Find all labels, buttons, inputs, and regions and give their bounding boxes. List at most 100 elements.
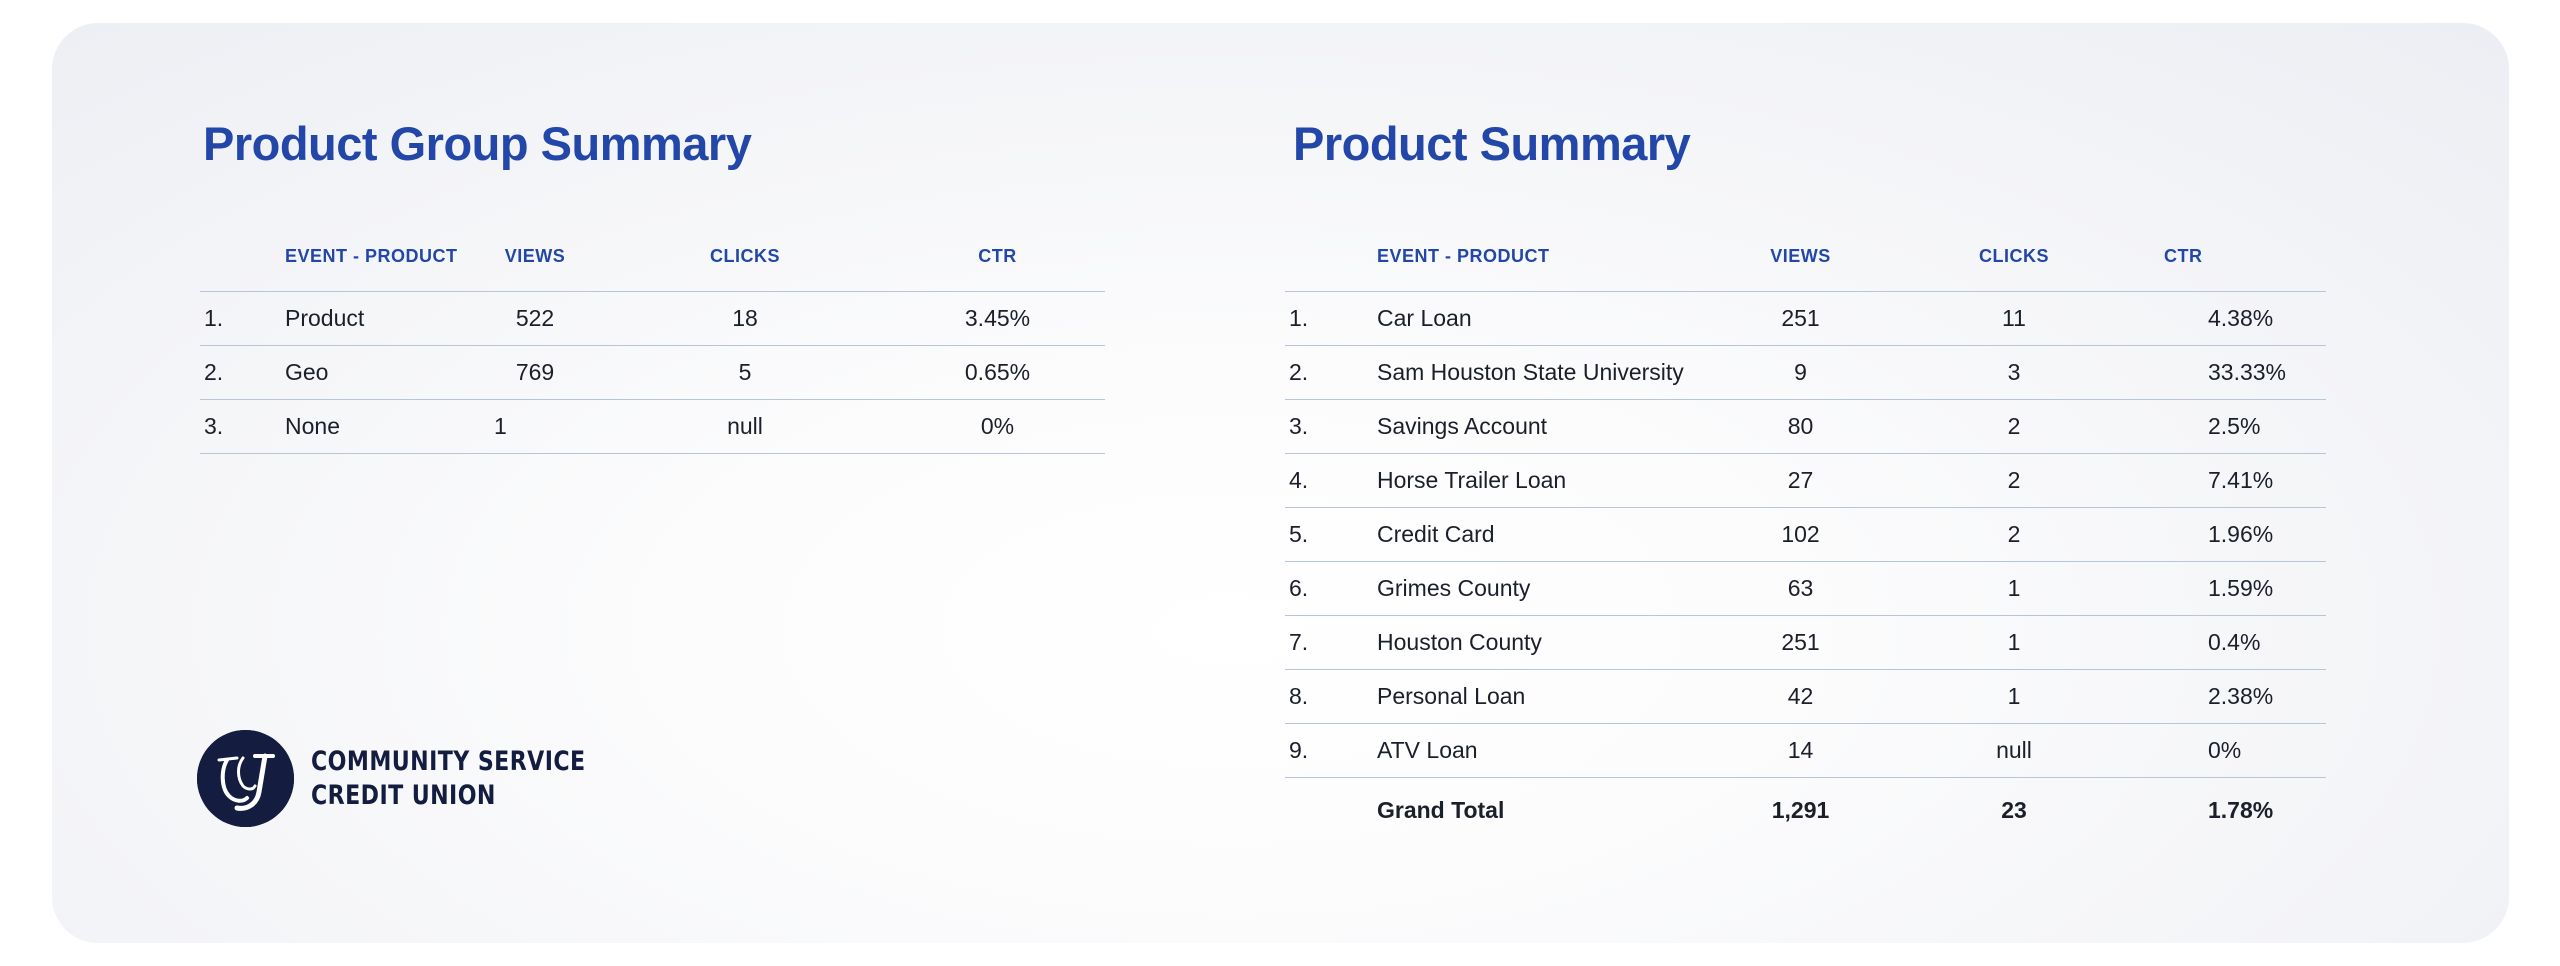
row-ctr: 0% (890, 399, 1105, 454)
row-product-name: Horse Trailer Loan (1377, 453, 1737, 508)
grand-total-index (1285, 778, 1377, 843)
row-index: 3. (200, 399, 285, 454)
grand-total-label: Grand Total (1377, 796, 1505, 823)
table-row: 2. Sam Houston State University 9 3 33.3… (1285, 345, 2326, 400)
row-product-name: Personal Loan (1377, 669, 1737, 724)
row-product-name: Credit Card (1377, 507, 1737, 562)
row-ctr: 0% (2164, 723, 2326, 778)
row-views: 769 (470, 345, 600, 400)
row-views: 9 (1737, 345, 1864, 400)
header-views: VIEWS (470, 221, 600, 292)
row-product-name: None (285, 399, 470, 454)
row-clicks: 1 (1864, 669, 2164, 724)
row-product-name: Sam Houston State University (1377, 345, 1737, 400)
row-clicks: 2 (1864, 453, 2164, 508)
product-group-summary-title: Product Group Summary (203, 117, 752, 170)
row-index: 8. (1285, 669, 1377, 724)
row-views: 14 (1737, 723, 1864, 778)
table-row: 1. Car Loan 251 11 4.38% (1285, 291, 2326, 346)
row-clicks: null (1864, 723, 2164, 778)
logo-line-2: CREDIT UNION (311, 779, 496, 811)
row-clicks: 1 (1864, 615, 2164, 670)
grand-total-views: 1,291 (1771, 796, 1830, 823)
row-clicks: 2 (1864, 399, 2164, 454)
row-product-name: Savings Account (1377, 399, 1737, 454)
product-summary-table: EVENT - PRODUCT VIEWS CLICKS CTR 1. Car … (1285, 221, 2326, 842)
row-ctr: 1.96% (2164, 507, 2326, 562)
table-header-row: EVENT - PRODUCT VIEWS CLICKS CTR (200, 221, 1105, 292)
table-row: 2. Geo 769 5 0.65% (200, 345, 1105, 400)
grand-total-ctr: 1.78% (2208, 796, 2274, 823)
row-ctr: 7.41% (2164, 453, 2326, 508)
logo-line-1: COMMUNITY SERVICE (311, 745, 586, 777)
row-ctr: 3.45% (890, 291, 1105, 346)
header-clicks: CLICKS (1864, 221, 2164, 292)
header-index (200, 221, 285, 292)
table-row: 6. Grimes County 63 1 1.59% (1285, 561, 2326, 616)
logo-wordmark: COMMUNITY SERVICE CREDIT UNION (311, 745, 586, 813)
row-ctr: 0.65% (890, 345, 1105, 400)
row-views: 1 (470, 399, 600, 454)
table-row: 1. Product 522 18 3.45% (200, 291, 1105, 346)
header-event-product: EVENT - PRODUCT (1377, 221, 1737, 292)
row-ctr: 1.59% (2164, 561, 2326, 616)
row-product-name: ATV Loan (1377, 723, 1737, 778)
monogram-graphic (197, 730, 294, 827)
table-header-row: EVENT - PRODUCT VIEWS CLICKS CTR (1285, 221, 2326, 292)
grand-total-row: Grand Total 1,291 23 1.78% (1285, 778, 2326, 843)
row-views: 522 (470, 291, 600, 346)
report-card: Product Group Summary EVENT - PRODUCT VI… (52, 23, 2509, 943)
row-clicks: null (600, 399, 890, 454)
credit-union-logo: COMMUNITY SERVICE CREDIT UNION (197, 730, 646, 827)
row-product-name: Grimes County (1377, 561, 1737, 616)
row-clicks: 2 (1864, 507, 2164, 562)
row-clicks: 3 (1864, 345, 2164, 400)
header-ctr: CTR (890, 221, 1105, 292)
table-row: 7. Houston County 251 1 0.4% (1285, 615, 2326, 670)
row-clicks: 11 (1864, 291, 2164, 346)
table-row: 5. Credit Card 102 2 1.96% (1285, 507, 2326, 562)
row-clicks: 18 (600, 291, 890, 346)
row-ctr: 4.38% (2164, 291, 2326, 346)
row-views: 102 (1737, 507, 1864, 562)
row-views: 80 (1737, 399, 1864, 454)
header-clicks: CLICKS (600, 221, 890, 292)
row-product-name: Geo (285, 345, 470, 400)
header-event-product: EVENT - PRODUCT (285, 221, 470, 292)
row-views: 251 (1737, 291, 1864, 346)
row-index: 6. (1285, 561, 1377, 616)
header-index (1285, 221, 1377, 292)
monogram-seal-icon (197, 730, 294, 827)
row-views: 42 (1737, 669, 1864, 724)
header-views: VIEWS (1737, 221, 1864, 292)
row-index: 3. (1285, 399, 1377, 454)
row-product-name: Product (285, 291, 470, 346)
header-ctr: CTR (2164, 221, 2326, 292)
row-views: 251 (1737, 615, 1864, 670)
row-index: 9. (1285, 723, 1377, 778)
row-index: 2. (200, 345, 285, 400)
row-views: 63 (1737, 561, 1864, 616)
product-summary-title: Product Summary (1293, 117, 1691, 170)
row-views: 27 (1737, 453, 1864, 508)
row-index: 1. (200, 291, 285, 346)
row-ctr: 0.4% (2164, 615, 2326, 670)
row-index: 2. (1285, 345, 1377, 400)
row-product-name: Houston County (1377, 615, 1737, 670)
row-clicks: 1 (1864, 561, 2164, 616)
row-ctr: 33.33% (2164, 345, 2326, 400)
table-row: 9. ATV Loan 14 null 0% (1285, 723, 2326, 778)
product-group-summary-table: EVENT - PRODUCT VIEWS CLICKS CTR 1. Prod… (200, 221, 1105, 454)
row-ctr: 2.38% (2164, 669, 2326, 724)
row-index: 4. (1285, 453, 1377, 508)
row-clicks: 5 (600, 345, 890, 400)
table-row: 8. Personal Loan 42 1 2.38% (1285, 669, 2326, 724)
table-row: 3. Savings Account 80 2 2.5% (1285, 399, 2326, 454)
row-index: 7. (1285, 615, 1377, 670)
row-ctr: 2.5% (2164, 399, 2326, 454)
table-row: 4. Horse Trailer Loan 27 2 7.41% (1285, 453, 2326, 508)
row-product-name: Car Loan (1377, 291, 1737, 346)
row-index: 5. (1285, 507, 1377, 562)
grand-total-clicks: 23 (2001, 796, 2027, 823)
table-row: 3. None 1 null 0% (200, 399, 1105, 454)
